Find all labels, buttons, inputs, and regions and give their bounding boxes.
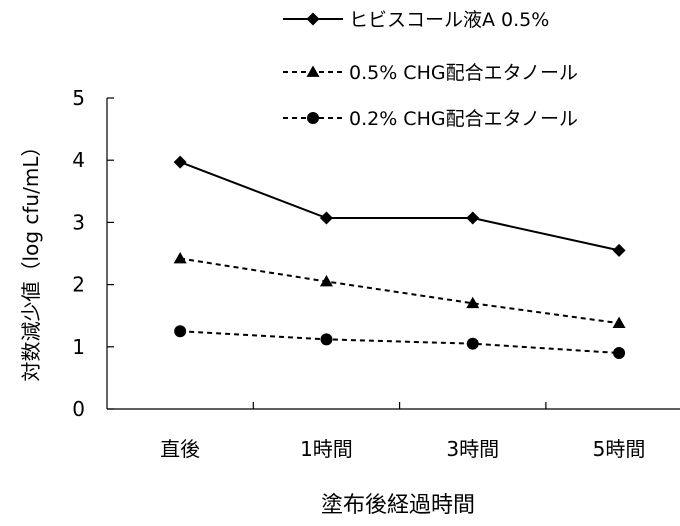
x-tick-label: 5時間 bbox=[593, 437, 646, 461]
y-tick-label: 1 bbox=[72, 335, 85, 359]
legend-label: 0.5% CHG配合エタノール bbox=[349, 62, 578, 84]
data-point bbox=[320, 333, 333, 346]
legend-entry: ヒビスコール液A 0.5% bbox=[283, 9, 549, 31]
data-point bbox=[466, 211, 480, 225]
x-tick-label: 3時間 bbox=[446, 437, 499, 461]
y-tick-label: 5 bbox=[72, 86, 85, 110]
legend-marker bbox=[307, 112, 319, 124]
y-tick-label: 2 bbox=[72, 273, 85, 297]
legend-entry: 0.2% CHG配合エタノール bbox=[283, 108, 578, 130]
data-point bbox=[612, 243, 626, 257]
y-tick-label: 0 bbox=[72, 397, 85, 421]
series-line bbox=[179, 257, 620, 325]
data-point bbox=[173, 251, 187, 264]
legend-marker bbox=[306, 12, 320, 26]
series-2 bbox=[173, 251, 626, 329]
y-axis-label: 対数減少値（log cfu/mL） bbox=[19, 137, 43, 382]
data-point bbox=[174, 325, 187, 338]
legend-label: 0.2% CHG配合エタノール bbox=[349, 108, 578, 130]
x-axis-label: 塗布後経過時間 bbox=[321, 493, 475, 518]
y-tick-label: 4 bbox=[72, 148, 85, 172]
series-1 bbox=[173, 155, 626, 257]
data-point bbox=[613, 347, 626, 360]
data-point bbox=[466, 337, 479, 350]
x-tick-label: 1時間 bbox=[300, 437, 353, 461]
data-point bbox=[466, 296, 480, 309]
legend-label: ヒビスコール液A 0.5% bbox=[349, 9, 549, 31]
data-point bbox=[319, 274, 333, 287]
data-point bbox=[319, 211, 333, 225]
y-tick-label: 3 bbox=[72, 210, 85, 234]
data-point bbox=[612, 316, 626, 329]
legend-marker bbox=[306, 65, 320, 77]
series-line bbox=[180, 330, 620, 355]
axes: 0 1 2 3 4 5 直後 1時間 3時間 5時間 bbox=[72, 86, 680, 461]
series-line bbox=[179, 161, 620, 252]
legend-entry: 0.5% CHG配合エタノール bbox=[283, 62, 578, 84]
plot-area bbox=[173, 155, 626, 360]
data-point bbox=[173, 155, 187, 169]
legend: ヒビスコール液A 0.5% 0.5% CHG配合エタノール 0.2% CHG配合エタ… bbox=[283, 9, 578, 130]
x-tick-label: 直後 bbox=[160, 437, 200, 461]
series-3 bbox=[174, 325, 626, 360]
